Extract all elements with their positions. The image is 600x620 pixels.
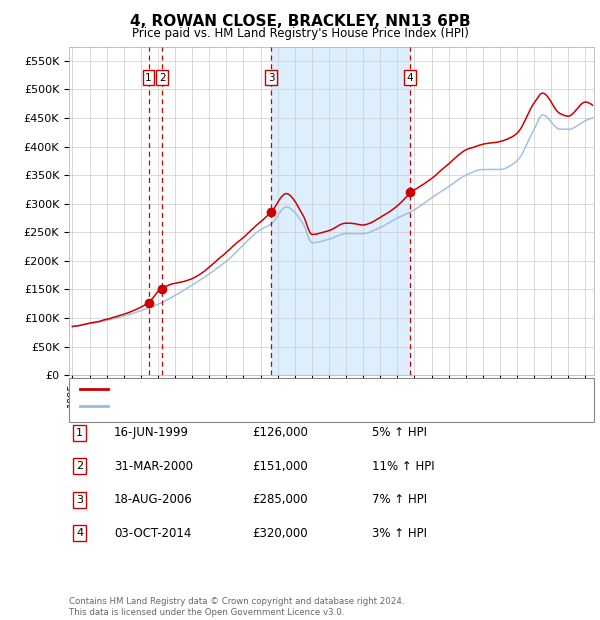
Text: £320,000: £320,000: [252, 527, 308, 539]
Text: 2: 2: [76, 461, 83, 471]
Text: 1: 1: [76, 428, 83, 438]
Text: £126,000: £126,000: [252, 427, 308, 439]
Text: 03-OCT-2014: 03-OCT-2014: [114, 527, 191, 539]
Text: 7% ↑ HPI: 7% ↑ HPI: [372, 494, 427, 506]
Text: HPI: Average price, detached house, West Northamptonshire: HPI: Average price, detached house, West…: [112, 401, 429, 411]
Text: £151,000: £151,000: [252, 460, 308, 472]
Text: 3% ↑ HPI: 3% ↑ HPI: [372, 527, 427, 539]
Text: 4, ROWAN CLOSE, BRACKLEY, NN13 6PB (detached house): 4, ROWAN CLOSE, BRACKLEY, NN13 6PB (deta…: [112, 384, 416, 394]
Text: 18-AUG-2006: 18-AUG-2006: [114, 494, 193, 506]
Text: 16-JUN-1999: 16-JUN-1999: [114, 427, 189, 439]
Text: 11% ↑ HPI: 11% ↑ HPI: [372, 460, 434, 472]
Bar: [271, 46, 410, 375]
Text: £285,000: £285,000: [252, 494, 308, 506]
Text: Contains HM Land Registry data © Crown copyright and database right 2024.
This d: Contains HM Land Registry data © Crown c…: [69, 598, 404, 617]
Text: 5% ↑ HPI: 5% ↑ HPI: [372, 427, 427, 439]
Text: 31-MAR-2000: 31-MAR-2000: [114, 460, 193, 472]
Text: 4: 4: [76, 528, 83, 538]
Text: 4, ROWAN CLOSE, BRACKLEY, NN13 6PB: 4, ROWAN CLOSE, BRACKLEY, NN13 6PB: [130, 14, 470, 29]
Text: 3: 3: [268, 73, 274, 82]
Text: 3: 3: [76, 495, 83, 505]
Text: 4: 4: [407, 73, 413, 82]
Text: 2: 2: [159, 73, 166, 82]
Text: Price paid vs. HM Land Registry's House Price Index (HPI): Price paid vs. HM Land Registry's House …: [131, 27, 469, 40]
Text: 1: 1: [145, 73, 152, 82]
